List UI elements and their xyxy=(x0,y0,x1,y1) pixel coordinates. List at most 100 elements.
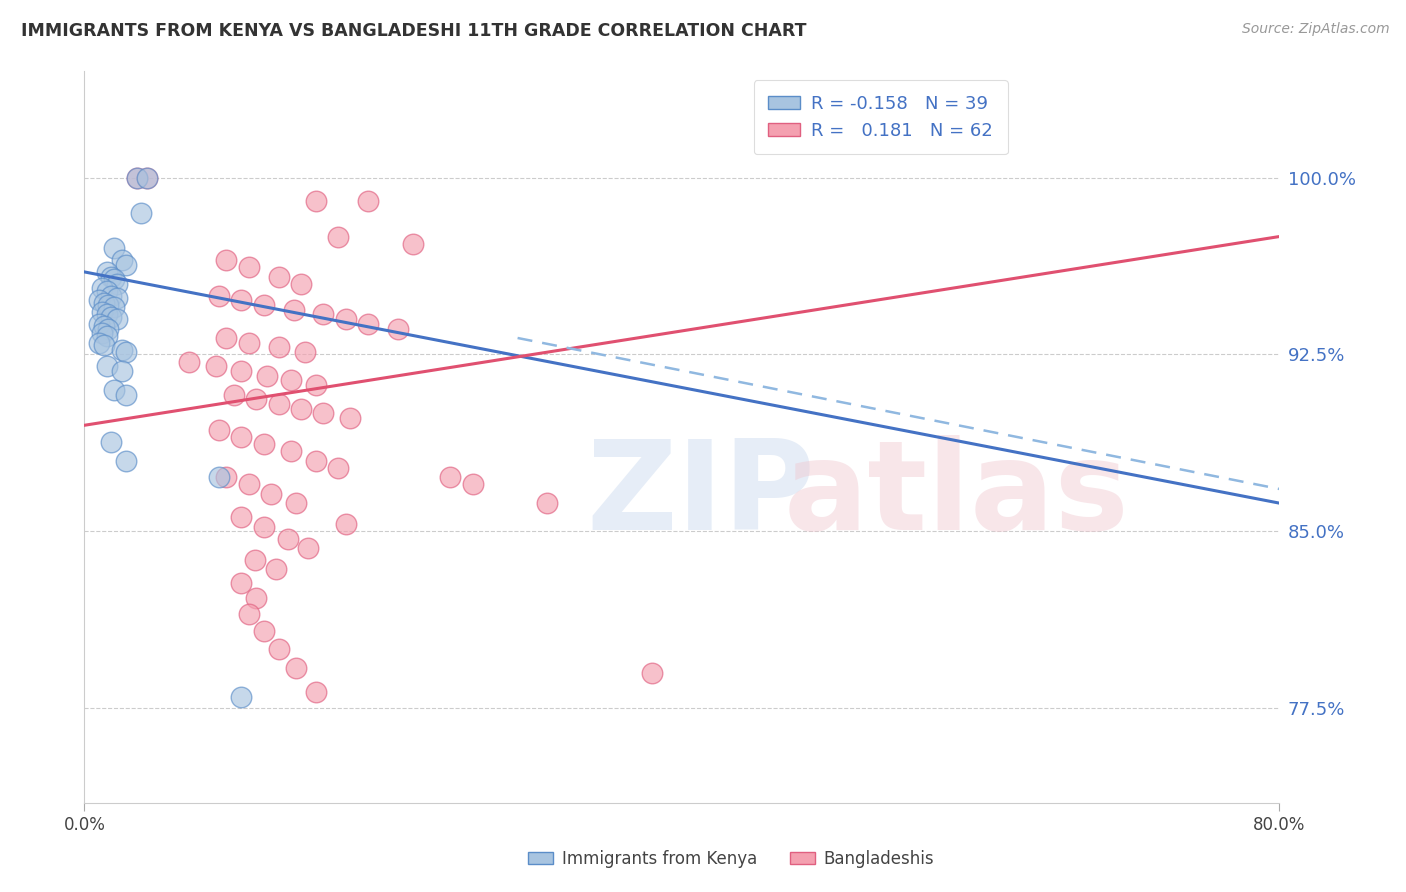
Text: atlas: atlas xyxy=(783,435,1129,556)
Point xyxy=(231,576,253,591)
Point xyxy=(89,335,111,350)
Point xyxy=(285,496,308,510)
Point xyxy=(256,368,278,383)
Point xyxy=(641,666,664,681)
Point xyxy=(103,301,125,315)
Point xyxy=(100,288,122,302)
Point xyxy=(253,437,276,451)
Point xyxy=(215,253,238,268)
Point xyxy=(96,359,118,374)
Point xyxy=(238,335,260,350)
Legend: Immigrants from Kenya, Bangladeshis: Immigrants from Kenya, Bangladeshis xyxy=(522,844,941,875)
Point xyxy=(103,383,125,397)
Point xyxy=(297,541,319,555)
Point xyxy=(328,229,350,244)
Legend: R = -0.158   N = 39, R =   0.181   N = 62: R = -0.158 N = 39, R = 0.181 N = 62 xyxy=(754,80,1008,154)
Point xyxy=(357,317,380,331)
Point xyxy=(89,317,111,331)
Point xyxy=(111,343,134,357)
Point xyxy=(264,562,287,576)
Point xyxy=(125,170,148,185)
Point xyxy=(231,364,253,378)
Point xyxy=(177,354,200,368)
Point xyxy=(100,269,122,284)
Point xyxy=(238,477,260,491)
Point xyxy=(97,321,120,335)
Point xyxy=(96,328,118,343)
Point xyxy=(305,194,328,208)
Point xyxy=(231,690,253,704)
Point xyxy=(100,310,122,324)
Point xyxy=(243,553,266,567)
Point xyxy=(208,423,231,437)
Point xyxy=(136,170,159,185)
Point xyxy=(305,453,328,467)
Point xyxy=(100,434,122,449)
Point xyxy=(238,607,260,621)
Point xyxy=(125,170,148,185)
Point xyxy=(91,281,114,295)
Point xyxy=(97,298,120,312)
Point xyxy=(103,272,125,286)
Point xyxy=(231,293,253,308)
Text: ZIP: ZIP xyxy=(586,435,815,556)
Point xyxy=(461,477,484,491)
Point xyxy=(103,241,125,255)
Point xyxy=(312,307,335,321)
Point xyxy=(136,170,159,185)
Point xyxy=(335,312,357,326)
Point xyxy=(253,624,276,638)
Point xyxy=(245,392,267,407)
Point xyxy=(536,496,558,510)
Text: Source: ZipAtlas.com: Source: ZipAtlas.com xyxy=(1241,22,1389,37)
Point xyxy=(253,298,276,312)
Point xyxy=(115,387,138,401)
Point xyxy=(285,661,308,675)
Point xyxy=(312,407,335,421)
Point xyxy=(305,685,328,699)
Point xyxy=(253,520,276,534)
Point xyxy=(260,486,283,500)
Point xyxy=(267,340,290,354)
Point xyxy=(439,470,461,484)
Point xyxy=(339,411,361,425)
Point xyxy=(96,265,118,279)
Point xyxy=(305,378,328,392)
Point xyxy=(283,302,305,317)
Text: IMMIGRANTS FROM KENYA VS BANGLADESHI 11TH GRADE CORRELATION CHART: IMMIGRANTS FROM KENYA VS BANGLADESHI 11T… xyxy=(21,22,807,40)
Point xyxy=(238,260,260,275)
Point xyxy=(208,470,231,484)
Point xyxy=(267,269,290,284)
Point xyxy=(93,319,115,334)
Point xyxy=(357,194,380,208)
Point xyxy=(231,510,253,524)
Point xyxy=(387,321,409,335)
Point xyxy=(105,277,128,291)
Point xyxy=(111,253,134,268)
Point xyxy=(277,532,299,546)
Point xyxy=(93,295,115,310)
Point xyxy=(280,444,302,458)
Point xyxy=(215,470,238,484)
Point xyxy=(335,517,357,532)
Point xyxy=(89,293,111,308)
Point xyxy=(105,312,128,326)
Point xyxy=(222,387,245,401)
Point xyxy=(205,359,228,374)
Point xyxy=(115,453,138,467)
Point xyxy=(294,345,316,359)
Point xyxy=(93,338,115,352)
Point xyxy=(280,374,302,388)
Point xyxy=(96,284,118,298)
Point xyxy=(115,345,138,359)
Point xyxy=(105,291,128,305)
Point xyxy=(267,397,290,411)
Point xyxy=(231,430,253,444)
Point xyxy=(208,288,231,302)
Point xyxy=(290,277,312,291)
Point xyxy=(91,305,114,319)
Point xyxy=(328,460,350,475)
Point xyxy=(290,401,312,416)
Point xyxy=(96,307,118,321)
Point xyxy=(129,206,152,220)
